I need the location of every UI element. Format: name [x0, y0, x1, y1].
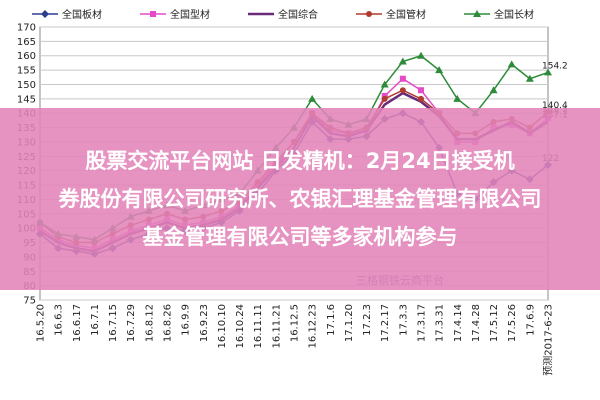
y-tick-label: 145: [17, 94, 36, 105]
x-tick-label: 16.11.21: [271, 304, 282, 349]
y-tick-label: 160: [17, 51, 36, 62]
point-marker: [417, 51, 425, 59]
data-label: 154.2: [542, 61, 568, 71]
x-tick-label: 17.1.6: [326, 304, 337, 336]
x-tick-label: 17.3.17: [417, 304, 428, 342]
y-tick-label: 75: [23, 296, 36, 307]
x-tick-label: 16.6.3: [54, 304, 65, 336]
x-tick-label: 16.7.1: [90, 304, 101, 336]
x-tick-label: 预测2017-6-23: [542, 304, 555, 376]
legend-label: 全国板材: [62, 8, 102, 21]
legend-marker: [366, 11, 372, 17]
legend-label: 全国综合: [278, 8, 318, 21]
point-marker: [398, 57, 407, 65]
x-tick-label: 16.12.23: [308, 304, 319, 349]
y-tick-label: 165: [17, 37, 36, 48]
legend-label: 全国型材: [170, 8, 210, 21]
point-marker: [418, 87, 424, 94]
data-label: 140.4: [542, 101, 568, 111]
y-tick-label: 150: [17, 80, 36, 91]
x-tick-label: 16.9.23: [199, 304, 210, 342]
point-marker: [418, 95, 424, 102]
point-marker: [544, 68, 552, 76]
x-tick-label: 16.10.24: [235, 304, 246, 349]
x-tick-label: 17.2.17: [380, 304, 391, 342]
y-tick-label: 155: [17, 66, 36, 77]
x-tick-label: 16.7.15: [108, 304, 119, 342]
point-marker: [308, 94, 317, 102]
banner-line: 基金管理有限公司等多家机构参与: [142, 225, 458, 249]
x-tick-label: 17.5.26: [507, 304, 518, 342]
x-tick-label: 17.4.28: [471, 304, 482, 342]
x-tick-label: 16.11.11: [253, 304, 264, 349]
x-tick-label: 16.9.9: [181, 304, 192, 336]
x-tick-label: 16.8.12: [144, 304, 155, 342]
overlay-banner: 股票交流平台网站 日发精机：2月24日接受机 券股份有限公司研究所、农银汇理基金…: [0, 108, 600, 290]
banner-line: 股票交流平台网站 日发精机：2月24日接受机: [85, 149, 515, 173]
x-tick-label: 17.1.20: [344, 304, 355, 342]
x-tick-label: 16.6.17: [72, 304, 83, 342]
x-tick-label: 16.8.26: [163, 304, 174, 342]
legend-label: 全国长材: [494, 8, 534, 21]
point-marker: [399, 75, 406, 82]
point-marker: [380, 80, 389, 88]
legend-marker: [473, 10, 481, 17]
point-marker: [507, 60, 516, 68]
point-marker: [381, 95, 388, 102]
legend-label: 全国管材: [386, 8, 426, 21]
point-marker: [453, 94, 462, 102]
x-tick-label: 17.2.3: [362, 304, 373, 336]
point-marker: [399, 87, 406, 94]
x-tick-label: 16.5.20: [36, 304, 47, 342]
point-marker: [489, 86, 498, 94]
x-tick-label: 16.12.5: [290, 304, 301, 342]
legend-marker: [41, 10, 49, 18]
x-tick-label: 17.3.31: [435, 304, 446, 342]
x-tick-label: 17.5.12: [489, 304, 500, 342]
x-tick-label: 17.4.14: [453, 304, 464, 342]
x-tick-label: 17.6.9: [525, 304, 536, 336]
point-marker: [525, 74, 534, 82]
banner-line: 券股份有限公司研究所、农银汇理基金管理有限公司: [58, 187, 542, 211]
x-tick-label: 17.3.3: [398, 304, 409, 336]
legend-marker: [150, 11, 156, 17]
x-tick-label: 16.7.29: [126, 304, 137, 342]
y-tick-label: 170: [17, 23, 36, 34]
x-tick-label: 16.10.10: [217, 304, 228, 349]
point-marker: [435, 66, 444, 74]
